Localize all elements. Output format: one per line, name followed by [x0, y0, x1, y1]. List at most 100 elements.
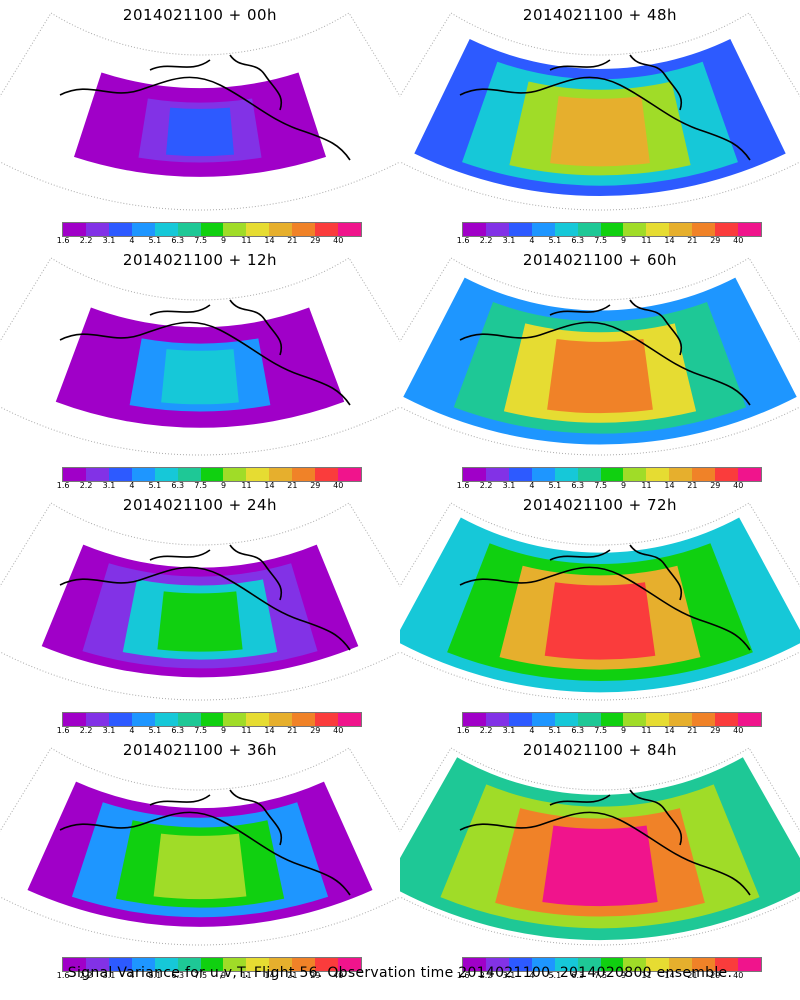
- map-panel: 2014021100 + 84h 1.6 2.2 3.1 4 5.1 6.3 7.5 9 11 14…: [400, 735, 800, 980]
- coastline: [59, 54, 351, 161]
- colorbar-tick-label: 9: [221, 971, 227, 980]
- colorbar-tick-label: 6.3: [571, 236, 585, 245]
- variance-field-layer: [153, 833, 247, 900]
- colorbar-swatch: [669, 223, 693, 236]
- colorbar-labels: 1.6 2.2 3.1 4 5.1 6.3 7.5 9 11 14 21 29 40: [457, 971, 760, 982]
- colorbar-swatch: [315, 713, 339, 726]
- variance-field-layer: [542, 825, 658, 907]
- colorbar-tick-label: 7.5: [194, 726, 208, 735]
- colorbar-tick-label: 5.1: [548, 236, 562, 245]
- colorbar-swatch: [715, 713, 739, 726]
- polar-projection-map: [400, 747, 800, 946]
- colorbar-swatch: [531, 958, 555, 971]
- colorbar-swatch: [669, 713, 693, 726]
- map-panel: 2014021100 + 72h 1.6 2.2 3.1 4 5.1 6.3 7.5 9 11 14…: [400, 490, 800, 735]
- colorbar-tick-label: 2.2: [79, 236, 93, 245]
- colorbar-tick-label: 1.6: [56, 481, 70, 490]
- colorbar-tick-label: 1.6: [456, 481, 470, 490]
- colorbar-swatch: [85, 468, 109, 481]
- colorbar-swatch: [338, 223, 361, 236]
- colorbar-tick-label: 21: [687, 971, 698, 980]
- colorbar-tick-label: 4: [529, 726, 535, 735]
- colorbar-swatch: [554, 958, 578, 971]
- colorbar-swatch: [692, 958, 716, 971]
- colorbar-swatch: [577, 713, 601, 726]
- colorbar-tick-label: 7.5: [594, 236, 608, 245]
- colorbar-swatch: [63, 223, 86, 236]
- colorbar-tick-label: 1.6: [456, 971, 470, 980]
- colorbar-swatch: [63, 713, 86, 726]
- colorbar-tick-label: 6.3: [571, 971, 585, 980]
- colorbar-tick-label: 3.1: [102, 481, 116, 490]
- colorbar-tick-label: 4: [529, 236, 535, 245]
- colorbar-swatch: [269, 468, 293, 481]
- colorbar-tick-label: 9: [621, 971, 627, 980]
- colorbar-swatch: [485, 223, 509, 236]
- colorbar-swatch: [623, 223, 647, 236]
- panel-title: 2014021100 + 12h: [122, 251, 278, 269]
- colorbar-tick-label: 29: [310, 236, 321, 245]
- colorbar-swatch: [646, 223, 670, 236]
- colorbar-tick-label: 3.1: [502, 971, 516, 980]
- colorbar-tick-label: 14: [664, 236, 675, 245]
- colorbar-tick-label: 6.3: [171, 971, 185, 980]
- colorbar-tick-label: 40: [333, 726, 344, 735]
- polar-projection-map: [0, 257, 400, 456]
- colorbar-swatch: [246, 713, 270, 726]
- colorbar-swatch: [200, 468, 224, 481]
- colorbar-tick-label: 5.1: [148, 236, 162, 245]
- colorbar-tick-label: 21: [687, 481, 698, 490]
- panel-title: 2014021100 + 84h: [522, 741, 678, 759]
- colorbar-labels: 1.6 2.2 3.1 4 5.1 6.3 7.5 9 11 14 21 29 40: [57, 481, 360, 492]
- colorbar: [62, 222, 362, 237]
- colorbar-swatch: [131, 223, 155, 236]
- colorbar: [462, 467, 762, 482]
- colorbar-swatch: [223, 958, 247, 971]
- colorbar-tick-label: 4: [129, 481, 135, 490]
- colorbar-swatch: [85, 958, 109, 971]
- colorbar-swatch: [108, 713, 132, 726]
- colorbar-tick-label: 29: [310, 726, 321, 735]
- colorbar-swatch: [623, 958, 647, 971]
- colorbar-swatch: [177, 713, 201, 726]
- colorbar-swatch: [154, 468, 178, 481]
- colorbar-tick-label: 21: [687, 236, 698, 245]
- map-panel: 2014021100 + 12h 1.6 2.2 3.1 4 5.1 6.3 7.5 9 11 14…: [0, 245, 400, 490]
- colorbar-swatch: [154, 223, 178, 236]
- colorbar-tick-label: 2.2: [79, 726, 93, 735]
- colorbar-tick-label: 9: [221, 481, 227, 490]
- map-panel: 2014021100 + 00h 1.6 2.2 3.1 4 5.1 6.3 7.5 9 11 14…: [0, 0, 400, 245]
- coastline: [59, 299, 351, 406]
- colorbar-swatch: [338, 958, 361, 971]
- colorbar-swatch: [577, 468, 601, 481]
- colorbar-tick-label: 11: [241, 236, 252, 245]
- colorbar-tick-label: 6.3: [171, 726, 185, 735]
- colorbar-swatch: [715, 958, 739, 971]
- polar-projection-map: [400, 257, 800, 456]
- colorbar-swatch: [692, 713, 716, 726]
- colorbar-swatch: [200, 223, 224, 236]
- colorbar-swatch: [63, 468, 86, 481]
- colorbar-swatch: [669, 958, 693, 971]
- colorbar-swatch: [269, 223, 293, 236]
- colorbar-tick-label: 21: [687, 726, 698, 735]
- colorbar-swatch: [577, 958, 601, 971]
- colorbar-tick-label: 6.3: [571, 481, 585, 490]
- polar-projection-map: [400, 502, 800, 701]
- coastline: [59, 544, 351, 651]
- colorbar-tick-label: 5.1: [548, 726, 562, 735]
- colorbar-tick-label: 29: [310, 971, 321, 980]
- colorbar-swatch: [646, 468, 670, 481]
- colorbar-labels: 1.6 2.2 3.1 4 5.1 6.3 7.5 9 11 14 21 29 40: [457, 481, 760, 492]
- colorbar-tick-label: 11: [241, 971, 252, 980]
- colorbar-swatch: [269, 958, 293, 971]
- colorbar-swatch: [738, 958, 761, 971]
- colorbar-swatch: [463, 958, 486, 971]
- polar-projection-map: [0, 747, 400, 946]
- colorbar-tick-label: 14: [664, 971, 675, 980]
- colorbar-tick-label: 5.1: [148, 481, 162, 490]
- colorbar-tick-label: 7.5: [594, 481, 608, 490]
- colorbar-swatch: [738, 468, 761, 481]
- colorbar-tick-label: 6.3: [171, 481, 185, 490]
- colorbar-swatch: [554, 468, 578, 481]
